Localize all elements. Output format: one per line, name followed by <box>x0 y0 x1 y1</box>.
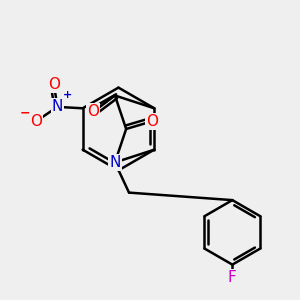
Text: O: O <box>30 114 42 129</box>
Text: F: F <box>228 270 237 285</box>
Text: −: − <box>20 106 30 119</box>
Text: +: + <box>63 90 73 100</box>
Text: O: O <box>146 114 158 129</box>
Text: O: O <box>87 104 99 119</box>
Text: O: O <box>48 76 60 92</box>
Text: N: N <box>109 155 121 170</box>
Text: N: N <box>52 99 63 114</box>
